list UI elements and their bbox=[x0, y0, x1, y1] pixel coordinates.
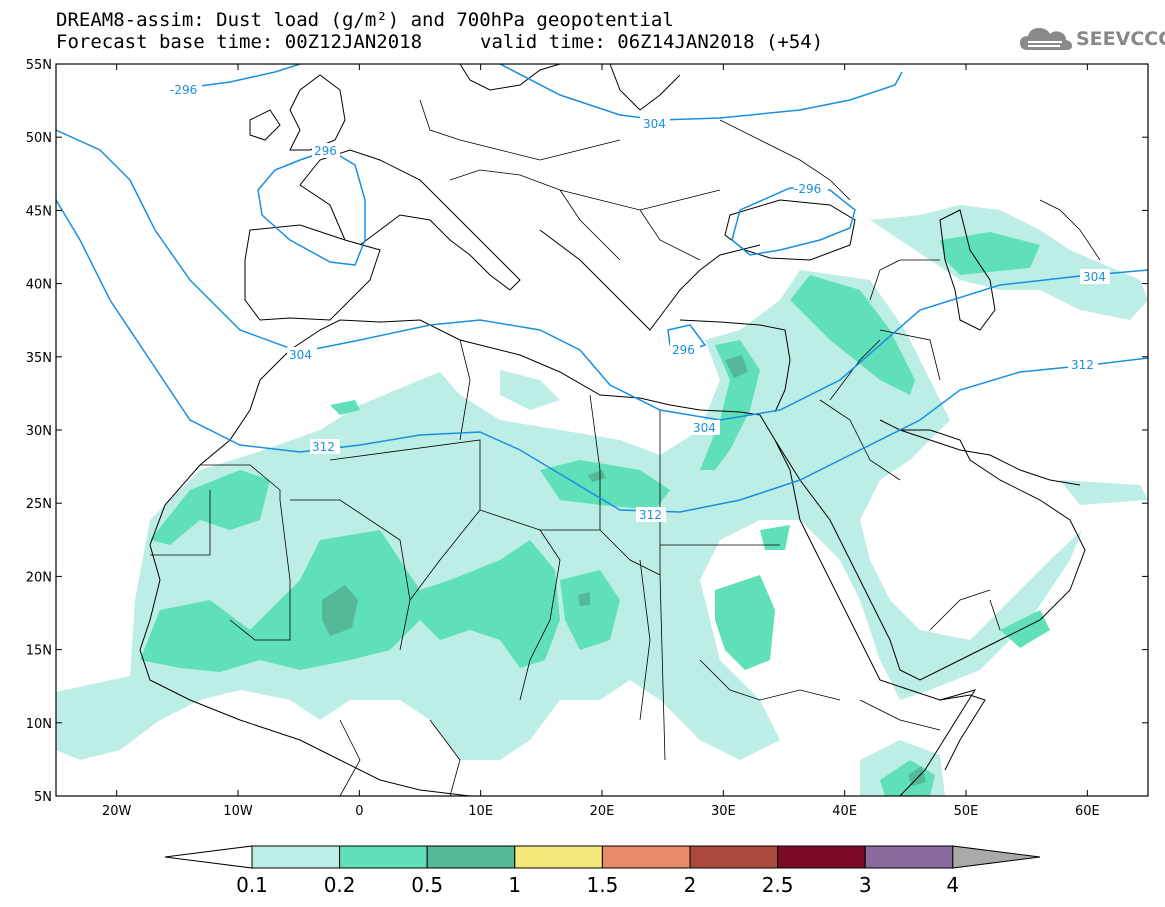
colorbar-label: 3 bbox=[859, 873, 872, 897]
lat-tick-label: 25N bbox=[26, 497, 52, 512]
lat-tick-label: 20N bbox=[26, 570, 52, 585]
colorbar-over bbox=[952, 845, 1041, 869]
contour-label: -296 bbox=[794, 182, 821, 196]
dust-layer-dark bbox=[322, 355, 926, 786]
colorbar-swatch bbox=[777, 845, 866, 869]
contour-label: 312 bbox=[312, 440, 335, 454]
lat-tick-label: 55N bbox=[26, 58, 52, 73]
colorbar: 0.1 0.2 0.5 1 1.5 2 2.5 3 4 bbox=[164, 845, 1041, 897]
seevccc-logo: SEEVCCC bbox=[1018, 24, 1165, 58]
lon-tick-label: 10W bbox=[223, 804, 253, 819]
valid-time: valid time: 06Z14JAN2018 (+54) bbox=[480, 31, 824, 53]
map-title: DREAM8-assim: Dust load (g/m²) and 700hP… bbox=[56, 9, 674, 31]
base-time: Forecast base time: 00Z12JAN2018 bbox=[56, 31, 423, 53]
contour-label: 304 bbox=[643, 117, 666, 131]
lon-tick-label: 50E bbox=[954, 804, 979, 819]
lon-tick-label: 20E bbox=[590, 804, 615, 819]
colorbar-swatch bbox=[689, 845, 779, 869]
lat-tick-label: 15N bbox=[26, 644, 52, 659]
borders bbox=[150, 99, 1101, 796]
lat-tick-label: 10N bbox=[26, 717, 52, 732]
longitude-axis: 20W 10W 0 10E 20E 30E 40E 50E 60E bbox=[102, 64, 1100, 819]
contour-label: 304 bbox=[289, 348, 312, 362]
contour-label: 304 bbox=[1083, 270, 1106, 284]
cloud-icon bbox=[1020, 28, 1072, 50]
lat-tick-label: 30N bbox=[26, 424, 52, 439]
colorbar-label: 1.5 bbox=[586, 873, 618, 897]
colorbar-swatch bbox=[339, 845, 428, 869]
colorbar-swatch bbox=[426, 845, 516, 869]
lat-tick-label: 45N bbox=[26, 204, 52, 219]
contour-label: -296 bbox=[170, 83, 197, 97]
map-subtitle: Forecast base time: 00Z12JAN2018 valid ti… bbox=[56, 31, 823, 53]
colorbar-swatch bbox=[864, 845, 954, 869]
lon-tick-label: 30E bbox=[711, 804, 736, 819]
contour-label: 296 bbox=[672, 343, 695, 357]
colorbar-label: 0.2 bbox=[324, 873, 356, 897]
contour-label: 296 bbox=[314, 144, 337, 158]
colorbar-under bbox=[164, 845, 253, 869]
colorbar-label: 0.5 bbox=[411, 873, 443, 897]
colorbar-swatch bbox=[514, 845, 603, 869]
lat-tick-label: 40N bbox=[26, 278, 52, 293]
lat-tick-label: 50N bbox=[26, 131, 52, 146]
lat-tick-label: 35N bbox=[26, 351, 52, 366]
lon-tick-label: 10E bbox=[468, 804, 493, 819]
contour-label: 304 bbox=[693, 421, 716, 435]
colorbar-label: 4 bbox=[946, 873, 959, 897]
colorbar-swatch bbox=[601, 845, 691, 869]
logo-text: SEEVCCC bbox=[1076, 28, 1165, 50]
lon-tick-label: 60E bbox=[1075, 804, 1100, 819]
colorbar-swatch bbox=[251, 845, 341, 869]
contour-labels: -296 304 296 -296 304 312 296 304 312 30… bbox=[168, 82, 1110, 522]
lon-tick-label: 0 bbox=[355, 804, 363, 819]
latitude-axis: 55N 50N 45N 40N 35N 30N 25N 20N 15N 10N 5N bbox=[26, 58, 1148, 805]
colorbar-label: 2 bbox=[684, 873, 697, 897]
contour-label: 312 bbox=[1071, 358, 1094, 372]
colorbar-label: 1 bbox=[508, 873, 521, 897]
lat-tick-label: 5N bbox=[34, 790, 52, 805]
contour-label: 312 bbox=[639, 508, 662, 522]
lon-tick-label: 40E bbox=[832, 804, 857, 819]
coastlines bbox=[139, 64, 1086, 796]
colorbar-label: 2.5 bbox=[762, 873, 794, 897]
lon-tick-label: 20W bbox=[102, 804, 132, 819]
colorbar-label: 0.1 bbox=[236, 873, 268, 897]
map-frame: -296 304 296 -296 304 312 296 304 312 30… bbox=[55, 63, 1149, 797]
